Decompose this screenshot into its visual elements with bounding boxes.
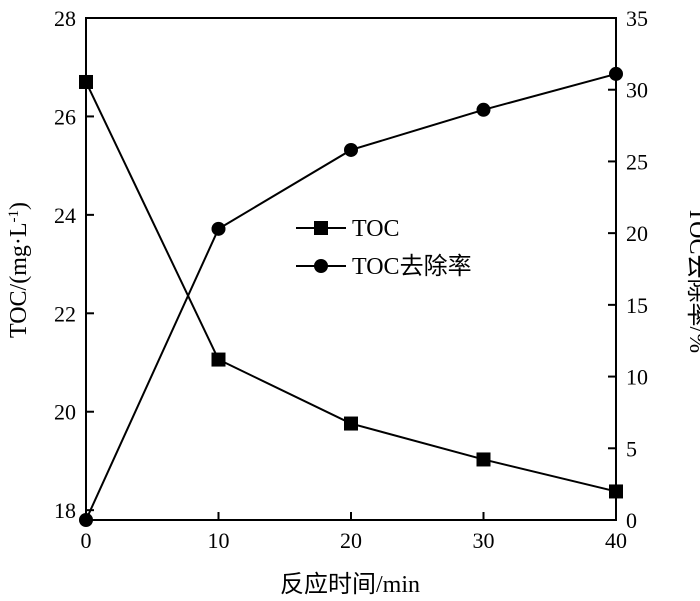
legend: TOC TOC去除率	[296, 216, 472, 280]
series-toc-point	[344, 416, 358, 431]
right-y-axis-title: TOC去除率/%	[684, 207, 700, 353]
left-y-tick-label: 18	[54, 498, 76, 523]
right-y-tick-label: 20	[626, 221, 648, 246]
series-removal-point	[211, 221, 226, 236]
right-y-tick-label: 5	[626, 436, 637, 461]
series-toc-point	[79, 74, 93, 89]
series-toc-point	[211, 352, 226, 367]
x-tick-label: 10	[208, 528, 230, 553]
legend-label-toc: TOC	[352, 216, 400, 242]
left-y-tick-label: 26	[54, 104, 76, 129]
left-y-tick-label: 24	[54, 203, 76, 228]
left-y-axis-title: TOC/(mg·L-1)	[6, 202, 32, 338]
series-removal-point	[476, 102, 491, 117]
right-y-tick-label: 0	[626, 508, 637, 533]
legend-marker-removal	[314, 259, 328, 273]
x-tick-label: 30	[473, 528, 495, 553]
x-axis-title: 反应时间/min	[280, 571, 420, 598]
left-y-tick-label: 20	[54, 400, 76, 425]
series-removal-line	[85, 72, 617, 521]
left-y-tick-label: 22	[54, 301, 76, 326]
right-y-tick-label: 15	[626, 293, 648, 318]
right-y-tick-label: 35	[626, 6, 648, 31]
right-y-tick-label: 25	[626, 149, 648, 174]
left-y-axis-title-sup: -1	[6, 210, 22, 223]
left-y-axis-ticks: 18 20 22 24 26 28	[54, 6, 94, 523]
left-y-tick-label: 28	[54, 6, 76, 31]
legend-label-removal: TOC去除率	[352, 253, 472, 280]
x-tick-label: 0	[81, 528, 92, 553]
series-toc-point	[476, 452, 491, 467]
legend-marker-toc	[314, 221, 328, 235]
series-removal-point	[609, 66, 623, 81]
left-y-axis-title-main: TOC/(mg·L	[6, 222, 32, 338]
right-y-tick-label: 30	[626, 78, 648, 103]
series-removal-point	[344, 142, 358, 157]
series-removal-point	[79, 513, 93, 527]
series-layer	[79, 66, 623, 527]
plot-border	[85, 17, 617, 521]
right-y-tick-label: 10	[626, 365, 648, 390]
x-tick-label: 20	[340, 528, 362, 553]
x-tick-label: 40	[605, 528, 627, 553]
series-toc-point	[609, 484, 623, 499]
left-y-axis-title-close: )	[6, 202, 32, 210]
right-y-axis-ticks: 0 5 10 15 20 25 30 35	[608, 6, 648, 533]
x-axis-ticks: 0 10 20 30 40	[81, 512, 627, 553]
plot-frame	[85, 17, 617, 521]
